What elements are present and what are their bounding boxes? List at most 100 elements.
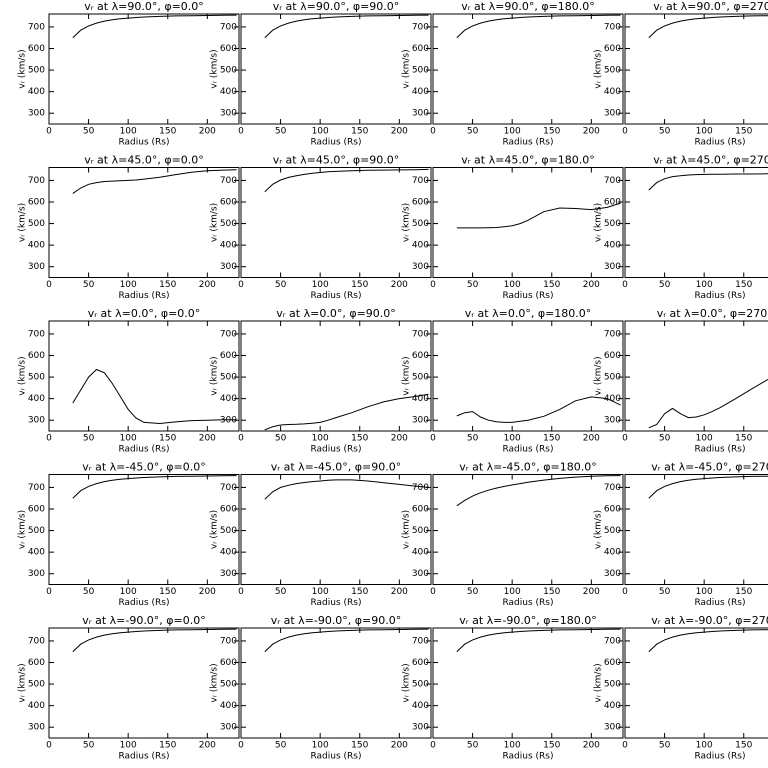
x-tick-label: 150 bbox=[351, 741, 368, 751]
x-axis-label: Radius (Rs) bbox=[310, 445, 361, 455]
y-tick-label: 500 bbox=[220, 219, 237, 229]
panel: vᵣ at λ=-45.0°, φ=90.0° 0 50 100 150 200 300 40… bbox=[210, 461, 432, 608]
x-tick-label: 50 bbox=[275, 741, 287, 751]
line bbox=[264, 393, 429, 431]
y-tick-label: 400 bbox=[220, 701, 237, 711]
y-tick-label: 400 bbox=[28, 87, 45, 97]
y-tick-label: 500 bbox=[220, 526, 237, 536]
y-tick-label: 400 bbox=[412, 241, 429, 251]
x-tick-label: 150 bbox=[543, 127, 560, 137]
y-tick-label: 700 bbox=[28, 176, 45, 186]
x-tick-label: 100 bbox=[504, 127, 521, 137]
y-tick-label: 400 bbox=[412, 701, 429, 711]
x-axis-label: Radius (Rs) bbox=[310, 598, 361, 608]
y-tick-label: 700 bbox=[220, 483, 237, 493]
y-tick-label: 600 bbox=[28, 505, 45, 515]
plot-frame bbox=[240, 13, 432, 125]
y-tick-label: 400 bbox=[220, 548, 237, 558]
panel: vᵣ at λ=90.0°, φ=270.0°05010015020030040… bbox=[594, 0, 768, 148]
y-tick-label: 600 bbox=[220, 198, 237, 208]
line bbox=[72, 14, 237, 39]
y-axis-label: vᵣ (km/s) bbox=[18, 356, 28, 395]
panel-title: vᵣ at λ=-90.0°, φ=180.0° bbox=[459, 614, 597, 627]
x-tick-label: 100 bbox=[120, 280, 137, 290]
y-tick-label: 700 bbox=[28, 22, 45, 32]
x-tick-label: 0 bbox=[430, 434, 436, 444]
y-axis-label: vᵣ (km/s) bbox=[402, 203, 412, 242]
x-tick-label: 50 bbox=[275, 587, 287, 597]
x-tick-label: 0 bbox=[430, 280, 436, 290]
y-tick-label: 500 bbox=[412, 526, 429, 536]
plot-frame bbox=[240, 167, 432, 278]
y-tick-label: 700 bbox=[412, 329, 429, 339]
y-tick-label: 500 bbox=[604, 680, 621, 690]
y-tick-label: 500 bbox=[412, 680, 429, 690]
y-tick-label: 300 bbox=[220, 109, 237, 119]
y-tick-label: 400 bbox=[28, 548, 45, 558]
x-tick-label: 50 bbox=[467, 587, 479, 597]
panel: vᵣ at λ=-90.0°, φ=0.0° 0 50 100 150 200 300 400… bbox=[18, 614, 240, 762]
y-tick-label: 300 bbox=[220, 723, 237, 733]
plot-frame bbox=[48, 474, 240, 585]
panel: vᵣ at λ=90.0°, φ=0.0° 0 50 100 150 200 300 400 5… bbox=[18, 0, 240, 148]
plot-frame bbox=[624, 474, 768, 585]
x-tick-label: 0 bbox=[46, 280, 52, 290]
y-tick-label: 300 bbox=[412, 109, 429, 119]
line bbox=[456, 202, 621, 229]
y-tick-label: 400 bbox=[412, 548, 429, 558]
y-tick-label: 600 bbox=[412, 44, 429, 54]
x-tick-label: 150 bbox=[159, 127, 176, 137]
y-axis-label: vᵣ (km/s) bbox=[402, 49, 412, 88]
y-tick-label: 300 bbox=[220, 416, 237, 426]
y-tick-label: 300 bbox=[28, 416, 45, 426]
line bbox=[456, 396, 621, 423]
panel-title: vᵣ at λ=90.0°, φ=0.0° bbox=[84, 0, 204, 13]
y-tick-label: 300 bbox=[412, 416, 429, 426]
plot-frame bbox=[240, 320, 432, 432]
x-tick-label: 200 bbox=[583, 127, 600, 137]
y-tick-label: 600 bbox=[220, 351, 237, 361]
panel-title: vᵣ at λ=45.0°, φ=270.0° bbox=[653, 154, 768, 167]
y-tick-label: 700 bbox=[28, 329, 45, 339]
panel: vᵣ at λ=45.0°, φ=270.0°05010015020030040… bbox=[594, 154, 768, 301]
x-axis-label: Radius (Rs) bbox=[118, 598, 169, 608]
y-axis-label: vᵣ (km/s) bbox=[594, 356, 604, 395]
y-axis-label: vᵣ (km/s) bbox=[594, 510, 604, 549]
y-tick-label: 700 bbox=[412, 22, 429, 32]
y-tick-label: 500 bbox=[412, 66, 429, 76]
x-axis-label: Radius (Rs) bbox=[118, 445, 169, 455]
x-tick-label: 50 bbox=[659, 587, 671, 597]
y-axis-label: vᵣ (km/s) bbox=[210, 49, 220, 88]
x-tick-label: 50 bbox=[467, 127, 479, 137]
y-tick-label: 300 bbox=[220, 569, 237, 579]
y-tick-label: 500 bbox=[604, 373, 621, 383]
x-tick-label: 150 bbox=[159, 434, 176, 444]
x-tick-label: 50 bbox=[83, 587, 95, 597]
x-tick-label: 100 bbox=[696, 280, 713, 290]
y-tick-label: 400 bbox=[220, 87, 237, 97]
y-tick-label: 600 bbox=[604, 505, 621, 515]
panel: vᵣ at λ=45.0°, φ=0.0° 0 50 100 150 200 300 400 5… bbox=[18, 154, 240, 301]
x-tick-label: 0 bbox=[622, 127, 628, 137]
x-tick-label: 0 bbox=[238, 741, 244, 751]
y-tick-label: 700 bbox=[412, 636, 429, 646]
x-tick-label: 100 bbox=[504, 434, 521, 444]
x-tick-label: 0 bbox=[238, 127, 244, 137]
y-tick-label: 300 bbox=[604, 262, 621, 272]
x-tick-label: 150 bbox=[351, 280, 368, 290]
y-tick-label: 600 bbox=[604, 351, 621, 361]
y-tick-label: 400 bbox=[604, 87, 621, 97]
y-axis-label: vᵣ (km/s) bbox=[210, 356, 220, 395]
panel-title: vᵣ at λ=45.0°, φ=90.0° bbox=[273, 154, 400, 167]
y-tick-label: 400 bbox=[604, 548, 621, 558]
panel-title: vᵣ at λ=-90.0°, φ=0.0° bbox=[82, 614, 206, 627]
panel-title: vᵣ at λ=45.0°, φ=0.0° bbox=[84, 154, 204, 167]
x-tick-label: 150 bbox=[543, 434, 560, 444]
y-tick-label: 300 bbox=[28, 109, 45, 119]
panel-title: vᵣ at λ=-45.0°, φ=0.0° bbox=[82, 461, 206, 474]
x-tick-label: 100 bbox=[120, 434, 137, 444]
x-tick-label: 200 bbox=[199, 127, 216, 137]
panel: vᵣ at λ=0.0°, φ=90.0° 0 50 100 150 200 300 400 5… bbox=[210, 307, 432, 455]
x-axis-label: Radius (Rs) bbox=[502, 138, 553, 148]
y-axis-label: vᵣ (km/s) bbox=[210, 663, 220, 702]
